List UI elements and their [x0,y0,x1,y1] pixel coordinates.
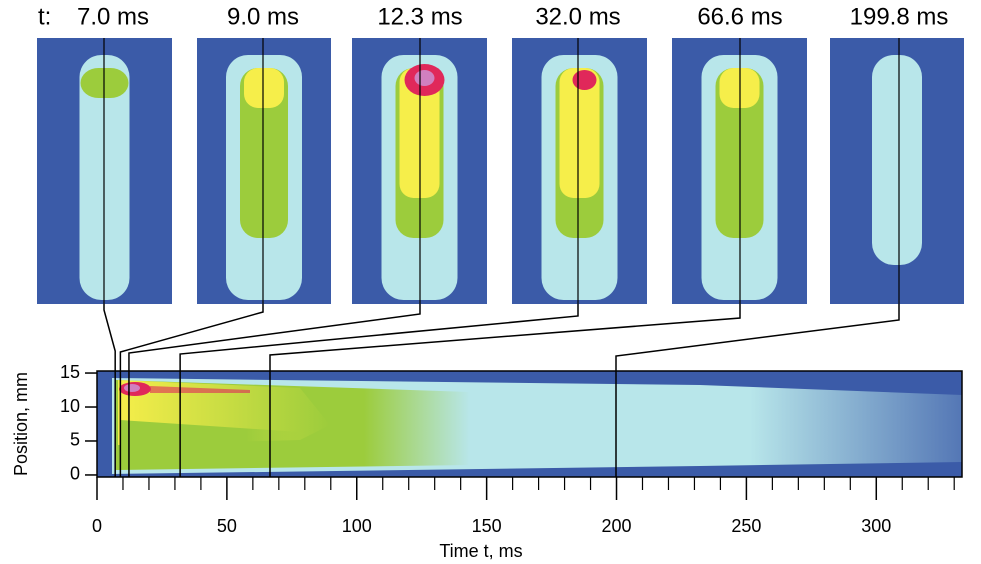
snapshot-label: 199.8 ms [850,3,949,30]
x-tick-label: 50 [217,516,237,536]
x-tick-label: 100 [342,516,372,536]
y-tick-label: 0 [70,464,80,484]
snapshot-image [352,38,487,304]
plume-core [415,70,435,86]
x-tick-label: 0 [92,516,102,536]
x-tick-label: 300 [861,516,891,536]
x-tick-label: 250 [731,516,761,536]
snapshot-prefix: t: [38,3,51,30]
snapshot-label: 32.0 ms [535,3,620,30]
snapshot-label: 7.0 ms [77,3,149,30]
snapshot-label: 12.3 ms [377,3,462,30]
figure: Time t, ms Position, mm t: 0510150501001… [0,0,981,564]
snapshot-image [197,38,331,304]
plume-yellow [244,68,284,108]
x-tick-label: 150 [472,516,502,536]
x-axis-label: Time t, ms [439,541,522,561]
y-tick-label: 5 [70,430,80,450]
y-axis-label: Position, mm [11,372,31,476]
snapshot-label: 9.0 ms [227,3,299,30]
y-tick-label: 10 [60,396,80,416]
plume-red [573,70,597,90]
snapshot-image [830,38,964,304]
snapshot-image [37,38,172,304]
snapshot-image [512,38,647,304]
snapshot-image [672,38,807,304]
plume [872,55,922,265]
heatmap [97,371,962,477]
x-tick-label: 200 [601,516,631,536]
y-tick-label: 15 [60,362,80,382]
snapshot-label: 66.6 ms [697,3,782,30]
